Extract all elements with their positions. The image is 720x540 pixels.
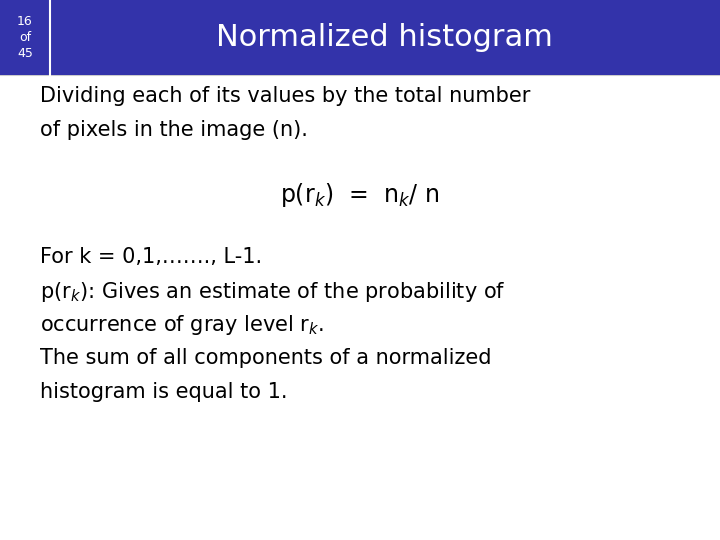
Text: histogram is equal to 1.: histogram is equal to 1.: [40, 382, 287, 402]
Text: p(r$_k$): Gives an estimate of the probability of: p(r$_k$): Gives an estimate of the proba…: [40, 280, 505, 303]
Text: For k = 0,1,……., L-1.: For k = 0,1,……., L-1.: [40, 247, 262, 267]
Text: Normalized histogram: Normalized histogram: [217, 23, 553, 52]
Text: p(r$_k$)  =  n$_k$/ n: p(r$_k$) = n$_k$/ n: [280, 181, 440, 209]
Text: occurrence of gray level r$_k$.: occurrence of gray level r$_k$.: [40, 313, 323, 337]
FancyBboxPatch shape: [0, 0, 720, 75]
Text: 16
of
45: 16 of 45: [17, 15, 33, 60]
Text: Dividing each of its values by the total number: Dividing each of its values by the total…: [40, 86, 530, 106]
FancyBboxPatch shape: [0, 0, 50, 75]
Text: The sum of all components of a normalized: The sum of all components of a normalize…: [40, 348, 491, 368]
Text: of pixels in the image (n).: of pixels in the image (n).: [40, 120, 307, 140]
